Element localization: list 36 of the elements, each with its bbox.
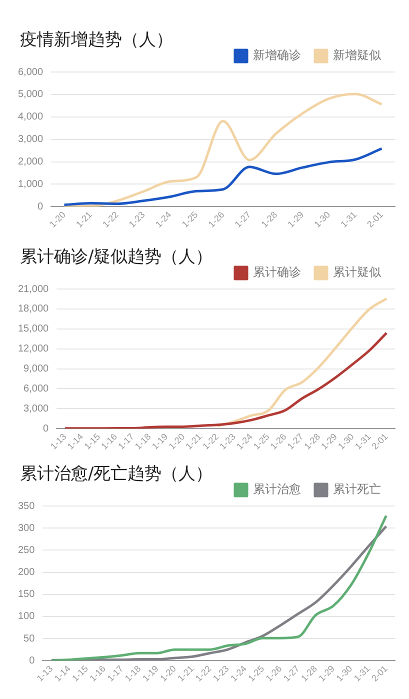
line-series xyxy=(63,92,384,207)
y-tick-label: 9,000 xyxy=(24,364,50,375)
line-series xyxy=(63,147,384,206)
y-tick-label: 4,000 xyxy=(18,112,44,123)
y-tick-label: 1,000 xyxy=(18,178,44,190)
chart-title: 累计治愈/死亡趋势（人） xyxy=(20,463,213,485)
y-tick-label: 150 xyxy=(18,589,36,600)
chart-title: 疫情新增趋势（人） xyxy=(20,29,173,51)
y-tick-label: 350 xyxy=(18,500,36,512)
y-tick-label: 6,000 xyxy=(18,66,44,78)
y-tick-label: 12,000 xyxy=(18,344,50,355)
line-series xyxy=(216,297,388,428)
chart-title: 累计确诊/疑似趋势（人） xyxy=(20,246,213,268)
y-tick-label: 300 xyxy=(18,522,36,534)
legend-label: 累计死亡 xyxy=(333,482,381,496)
y-tick-label: 15,000 xyxy=(18,324,50,335)
legend-label: 新增疑似 xyxy=(333,48,381,62)
legend-label: 累计治愈 xyxy=(253,482,301,496)
y-tick-label: 0 xyxy=(43,423,50,434)
y-tick-label: 250 xyxy=(18,544,36,556)
y-tick-label: 2,000 xyxy=(18,156,44,168)
line-series xyxy=(64,332,388,429)
y-tick-label: 6,000 xyxy=(24,383,50,394)
y-tick-label: 0 xyxy=(37,201,44,212)
y-tick-label: 3,000 xyxy=(24,403,50,414)
legend-label: 累计疑似 xyxy=(333,265,381,280)
y-tick-label: 50 xyxy=(24,633,36,644)
y-tick-label: 5,000 xyxy=(18,89,44,100)
legend-label: 累计确诊 xyxy=(253,265,301,280)
y-tick-label: 3,000 xyxy=(18,134,44,146)
y-tick-label: 18,000 xyxy=(18,304,50,315)
y-tick-label: 0 xyxy=(29,655,36,666)
y-tick-label: 21,000 xyxy=(18,284,50,295)
y-tick-label: 100 xyxy=(18,611,36,622)
y-tick-label: 200 xyxy=(18,567,36,578)
legend-label: 新增确诊 xyxy=(253,48,301,62)
